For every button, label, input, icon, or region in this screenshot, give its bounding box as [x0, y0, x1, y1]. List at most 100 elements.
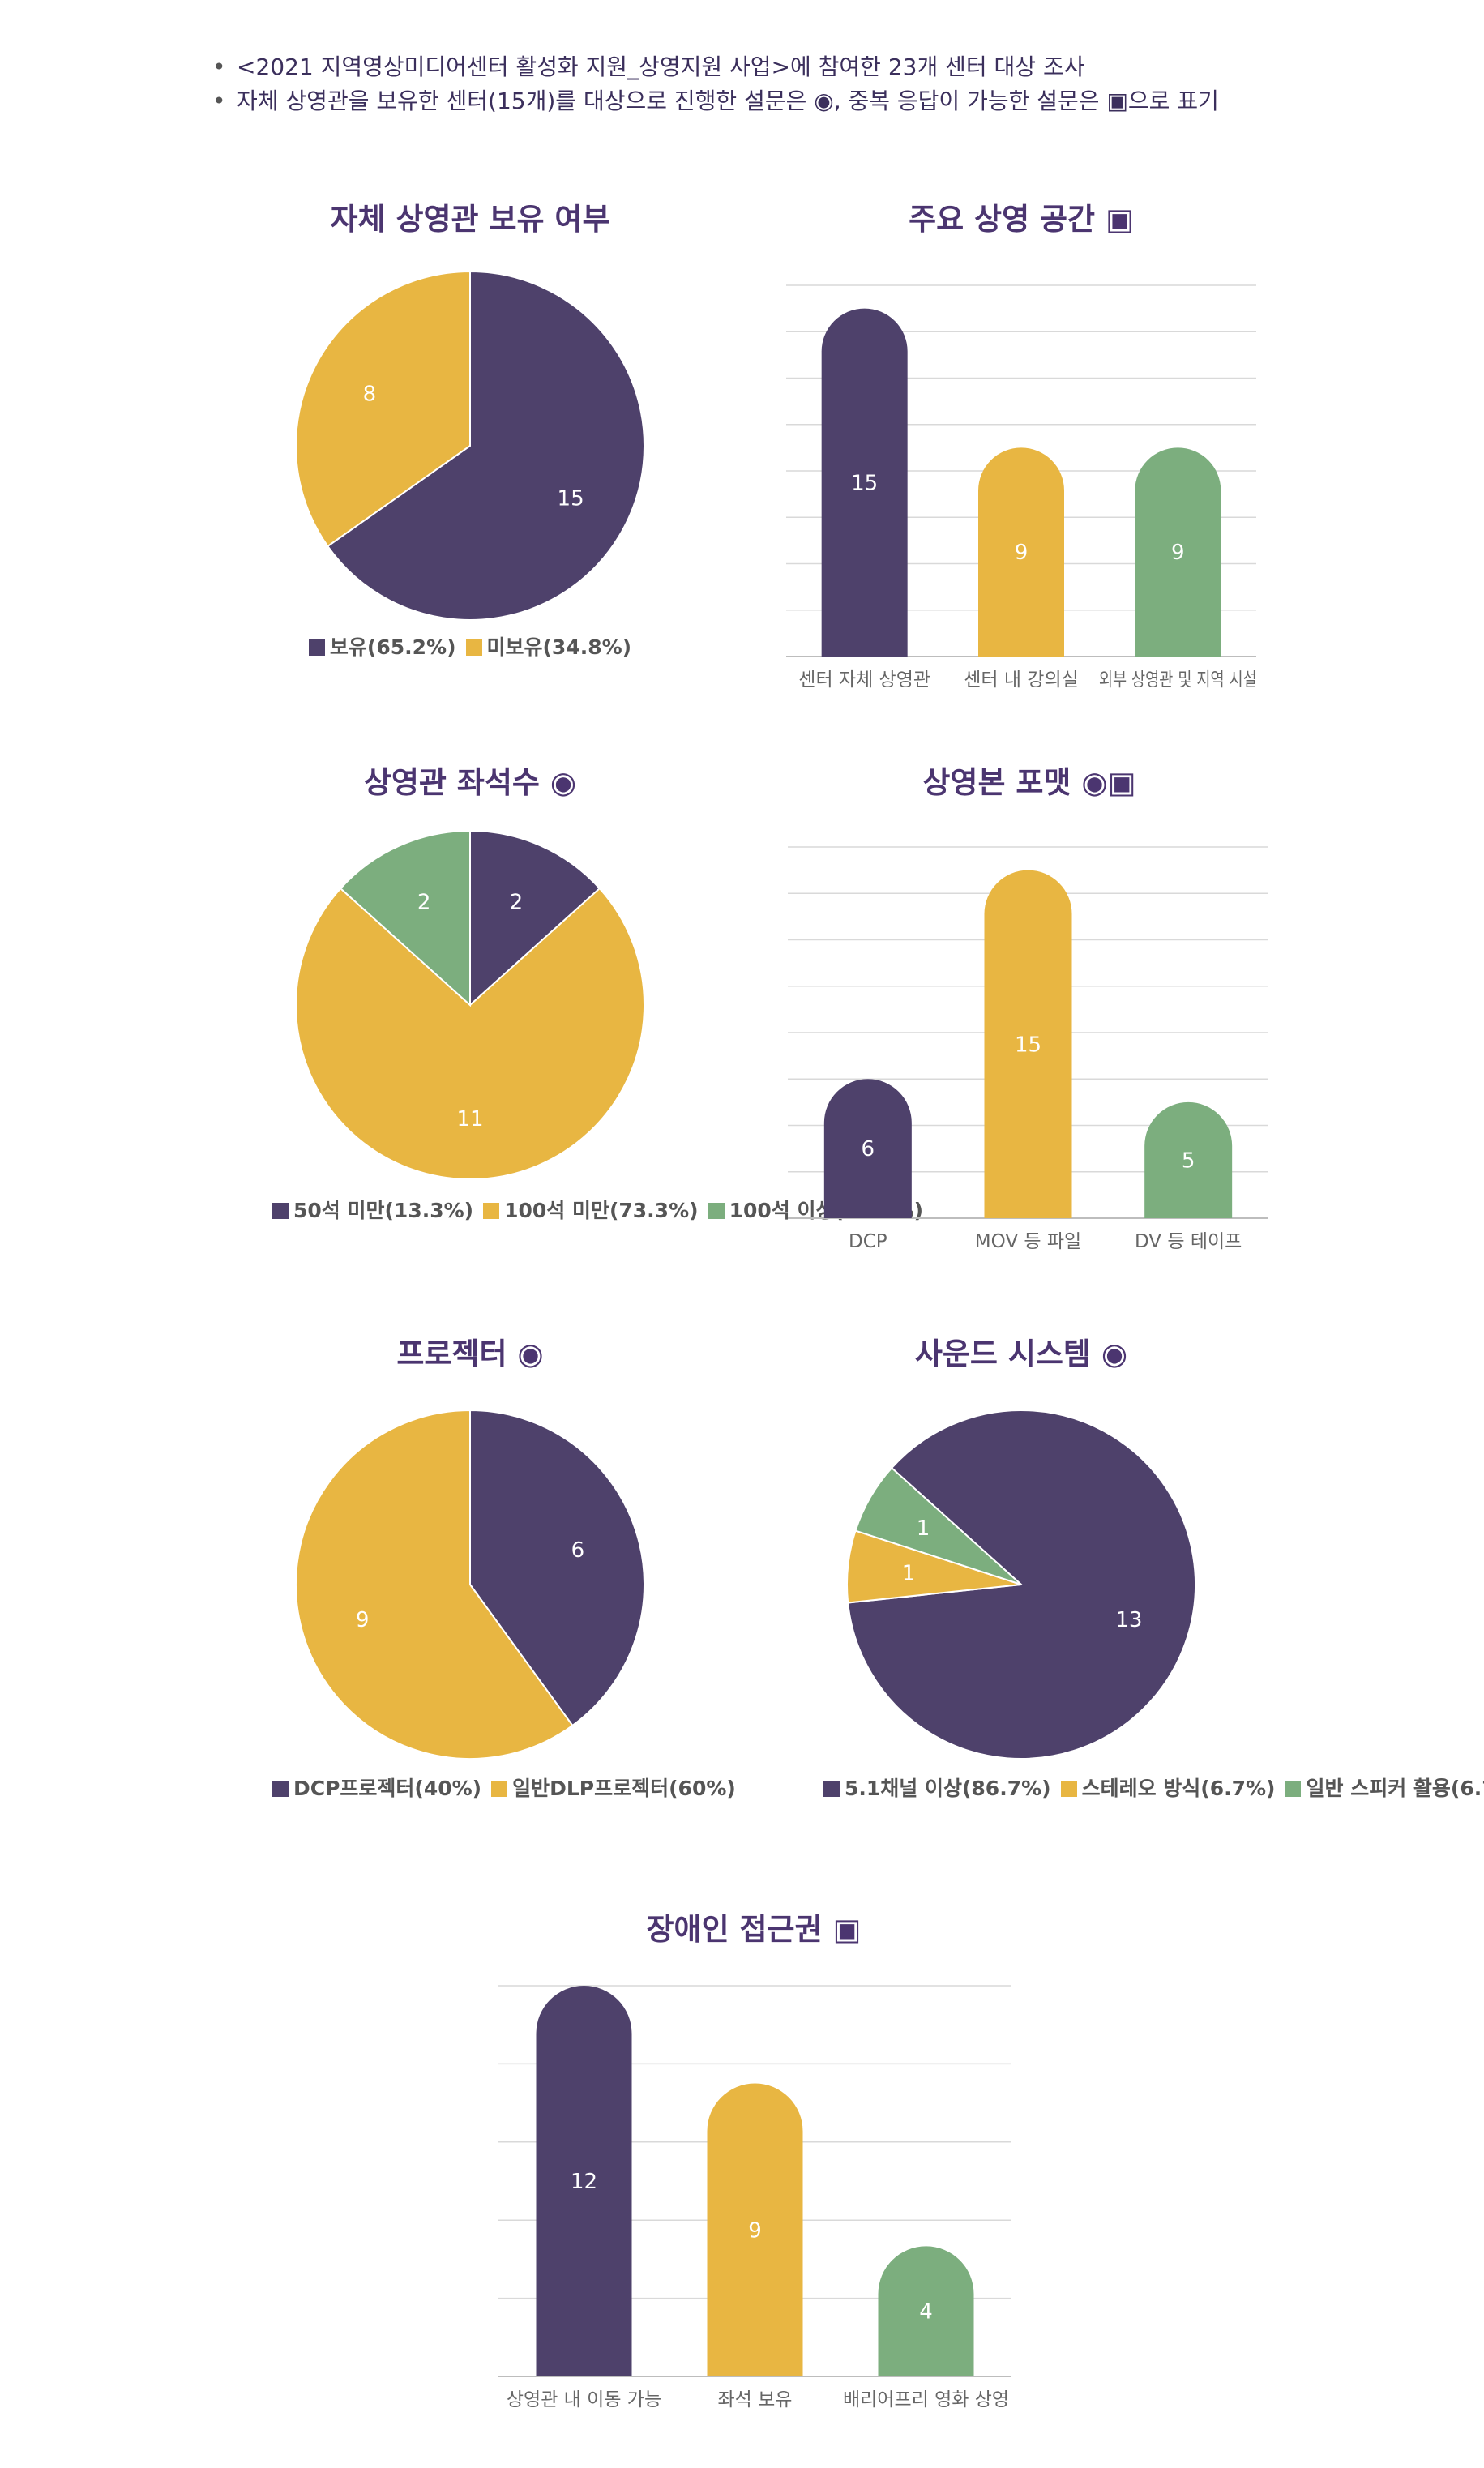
x-tick-label: 좌석 보유 [718, 2389, 793, 2410]
pie-slice [469, 1409, 645, 1727]
pie-slice-label: 13 [1115, 1608, 1142, 1632]
bar-value-label: 15 [1015, 1033, 1041, 1057]
legend-swatch [1060, 1781, 1077, 1797]
legend-swatch [823, 1781, 840, 1797]
bar-svg: 6 DCP 15 MOV 등 파일 5 DV 등 테이프 [788, 846, 1268, 1252]
x-tick-label: 외부 상영관 및 지역 시설 [1099, 669, 1257, 691]
bar [978, 447, 1064, 657]
pie-svg: 69 [295, 1409, 645, 1760]
bar [707, 2083, 803, 2376]
bar [823, 1079, 912, 1218]
legend-label: 5.1채널 이상(86.7%) [845, 1777, 1051, 1800]
bar-value-label: 4 [919, 2300, 933, 2325]
legend-label: 50석 미만(13.3%) [293, 1199, 474, 1222]
bar-value-label: 5 [1182, 1148, 1195, 1173]
legend-item: 일반 스피커 활용(6.7%) [1285, 1775, 1484, 1803]
x-tick-label: DV 등 테이프 [1135, 1231, 1242, 1252]
chart-title: 주요 상영 공간 ▣ [909, 202, 1134, 237]
x-tick-label: 상영관 내 이동 가능 [507, 2389, 661, 2410]
legend-swatch [272, 1781, 289, 1797]
bar-value-label: 9 [748, 2218, 762, 2243]
x-tick-label: MOV 등 파일 [975, 1231, 1081, 1252]
legend-item: DCP프로젝터(40%) [272, 1775, 481, 1803]
pie-slice-label: 8 [363, 383, 377, 407]
legend-swatch [308, 639, 325, 656]
pie-slice-label: 9 [356, 1608, 370, 1632]
pie-slice-label: 1 [902, 1561, 916, 1585]
legend-label: 일반 스피커 활용(6.7%) [1306, 1777, 1484, 1800]
legend-label: 스테레오 방식(6.7%) [1081, 1777, 1276, 1800]
chart-sound: 사운드 시스템 ◉ 13 1 1 5.1채널 이상(86.7%) 스테레오 방식(6.… [819, 1329, 1484, 1864]
chart-title: 장애인 접근권 ▣ [646, 1912, 862, 1947]
bar [536, 1986, 632, 2376]
chart-seats: 상영관 좌석수 ◉ 2 11 2 50석 미만(13.3%) 100석 미만(73.3… [267, 758, 923, 1277]
bar-value-label: 9 [1015, 541, 1029, 565]
legend-swatch [708, 1203, 725, 1219]
legend-label: DCP프로젝터(40%) [293, 1777, 482, 1800]
legend-swatch [491, 1781, 508, 1797]
pie-slice-label: 11 [456, 1107, 483, 1131]
pie-slice-label: 1 [917, 1516, 930, 1541]
bar [821, 308, 908, 657]
legend-swatch [272, 1203, 289, 1219]
bar-svg: 15 센터 자체 상영관 9 센터 내 강의실 9 외부 상영관 및 지역 시설 [786, 284, 1257, 691]
pie-svg: 15 8 [295, 270, 645, 621]
legend-item: 5.1채널 이상(86.7%) [823, 1775, 1051, 1803]
chart-own: 자체 상영관 보유 여부 15 8 보유(65.2%) 미보유(34.8%) [267, 195, 673, 681]
chart-title: 사운드 시스템 ◉ [914, 1337, 1128, 1371]
chart-title: 프로젝터 ◉ [396, 1337, 544, 1371]
x-tick-label: 배리어프리 영화 상영 [843, 2389, 1009, 2410]
bar-value-label: 6 [862, 1137, 875, 1161]
x-tick-label: 센터 자체 상영관 [798, 669, 930, 691]
legend: 보유(65.2%) 미보유(34.8%) [267, 634, 673, 661]
legend-label: 미보유(34.8%) [486, 635, 632, 659]
pie-slice [295, 887, 645, 1180]
pie-slice [339, 829, 471, 1007]
chart-title: 자체 상영관 보유 여부 [330, 202, 610, 237]
legend-label: 일반DLP프로젝터(60%) [512, 1777, 736, 1800]
note-1: • <2021 지역영상미디어센터 활성화 지원_상영지원 사업>에 참여한 23… [212, 53, 1085, 80]
pie-slice [326, 270, 645, 621]
pie-svg: 13 11 [846, 1409, 1196, 1760]
legend: 5.1채널 이상(86.7%) 스테레오 방식(6.7%) 일반 스피커 활용(6.… [819, 1775, 1484, 1803]
bar-value-label: 9 [1171, 541, 1185, 565]
chart-title: 상영본 포맷 ◉▣ [922, 765, 1136, 800]
legend-item: 스테레오 방식(6.7%) [1060, 1775, 1276, 1803]
legend-item: 일반DLP프로젝터(60%) [491, 1775, 736, 1803]
legend-label: 100석 미만(73.3%) [504, 1199, 699, 1222]
chart-title: 상영관 좌석수 ◉ [363, 765, 577, 800]
legend: 50석 미만(13.3%)100석 미만(73.3%)100석 이상(13.3%… [267, 1197, 923, 1225]
pie-slice [295, 270, 471, 548]
pie-svg: 2 11 2 [295, 829, 645, 1180]
bar [984, 870, 1072, 1218]
chart-space: 주요 상영 공간 ▣ 15 센터 자체 상영관 9 센터 내 강의실 9 외부 상영관 및… [778, 195, 1297, 697]
notes: • <2021 지역영상미디어센터 활성화 지원_상영지원 사업>에 참여한 23… [212, 50, 1347, 118]
legend-label: 보유(65.2%) [329, 635, 456, 659]
bar-svg: 12 상영관 내 이동 가능 9 좌석 보유 4 배리어프리 영화 상영 [498, 1985, 1011, 2410]
chart-format: 상영본 포맷 ◉▣ 6 DCP 15 MOV 등 파일 5 DV 등 테이프 [778, 758, 1297, 1260]
pie-slice [469, 829, 601, 1007]
pie-slice-label: 2 [510, 890, 524, 914]
legend-swatch [465, 639, 482, 656]
legend-swatch [483, 1203, 500, 1219]
chart-access: 장애인 접근권 ▣ 12 상영관 내 이동 가능 9 좌석 보유 4 배리어프리 영화 상… [486, 1905, 1021, 2440]
bar [878, 2246, 974, 2376]
pie-slice-label: 2 [417, 890, 431, 914]
pie-slice-label: 15 [558, 486, 584, 511]
bar [1135, 447, 1221, 657]
x-tick-label: 센터 내 강의실 [964, 669, 1079, 691]
legend-item: 미보유(34.8%) [465, 634, 632, 661]
legend-item: 50석 미만(13.3%) [272, 1197, 473, 1225]
pie-slice [854, 1466, 1022, 1585]
bar-value-label: 12 [571, 2170, 597, 2194]
legend-item: 보유(65.2%) [308, 634, 456, 661]
pie-slice-label: 6 [571, 1538, 585, 1563]
pie-slice [295, 1409, 574, 1760]
note-2: • 자체 상영관을 보유한 센터(15개)를 대상으로 진행한 설문은 ◉, 중복… [212, 88, 1219, 114]
legend-item: 100석 미만(73.3%) [483, 1197, 699, 1225]
pie-slice [847, 1409, 1196, 1760]
x-tick-label: DCP [849, 1231, 887, 1252]
legend-swatch [1285, 1781, 1302, 1797]
bar-value-label: 15 [851, 471, 878, 495]
